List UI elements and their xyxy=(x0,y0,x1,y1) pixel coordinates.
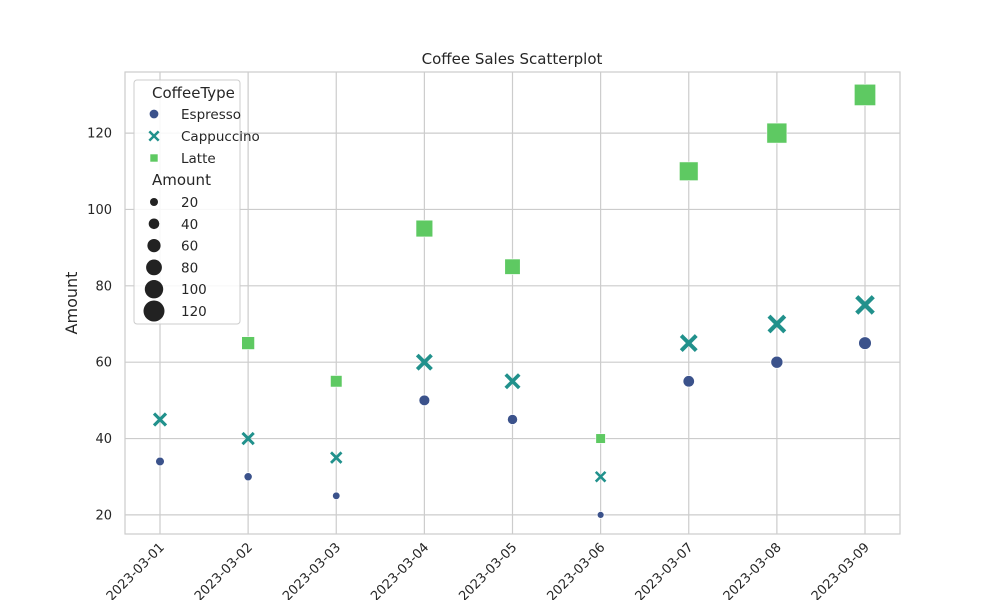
data-point-cappuccino xyxy=(330,451,343,464)
y-tick-labels: 20 40 60 80 100 120 xyxy=(87,127,112,524)
data-point-espresso xyxy=(858,336,872,350)
data-point-cappuccino xyxy=(767,314,787,334)
data-point-cappuccino xyxy=(504,373,521,390)
legend-size-marker xyxy=(150,198,158,206)
data-point-latte xyxy=(330,375,343,388)
y-tick-label: 20 xyxy=(95,508,112,523)
data-point-latte xyxy=(766,122,788,144)
data-point-espresso xyxy=(418,394,431,407)
legend-size-title: Amount xyxy=(152,171,211,189)
y-tick-label: 80 xyxy=(95,279,112,294)
legend-marker-cappuccino xyxy=(148,130,160,142)
legend-size-label: 120 xyxy=(181,304,207,320)
data-point-cappuccino xyxy=(415,353,433,371)
legend-size-label: 100 xyxy=(181,282,207,298)
legend-size-marker xyxy=(144,280,164,299)
x-tick-label: 2023-03-09 xyxy=(809,540,873,600)
data-point-espresso xyxy=(506,413,519,425)
legend-item-latte: Latte xyxy=(181,151,216,167)
x-tick-label: 2023-03-01 xyxy=(104,540,168,600)
x-tick-label: 2023-03-06 xyxy=(544,540,608,600)
legend-size-marker xyxy=(147,239,161,253)
legend-size-label: 60 xyxy=(181,239,198,255)
legend-hue-title: CoffeeType xyxy=(152,84,235,102)
legend-size-label: 40 xyxy=(181,217,198,233)
data-point-cappuccino xyxy=(679,334,698,353)
legend-size-marker xyxy=(146,259,162,276)
legend-size-label: 20 xyxy=(181,195,198,211)
x-tick-label: 2023-03-08 xyxy=(721,540,785,600)
legend-item-espresso: Espresso xyxy=(181,107,241,123)
data-point-cappuccino xyxy=(152,412,168,427)
data-point-latte xyxy=(241,336,255,350)
x-tick-labels: 2023-03-01 2023-03-02 2023-03-03 2023-03-04… xyxy=(104,540,873,600)
legend-item-cappuccino: Cappuccino xyxy=(181,129,260,145)
data-point-espresso xyxy=(243,472,253,482)
data-point-cappuccino xyxy=(241,431,255,446)
x-tick-label: 2023-03-07 xyxy=(633,540,697,600)
data-point-espresso xyxy=(332,491,341,501)
legend-marker-latte xyxy=(149,153,159,163)
y-tick-label: 60 xyxy=(95,356,112,371)
x-tick-label: 2023-03-02 xyxy=(192,540,256,600)
legend-marker-espresso xyxy=(148,108,160,120)
data-point-latte xyxy=(595,433,606,444)
y-axis-label: Amount xyxy=(62,272,81,335)
data-point-latte xyxy=(854,83,876,106)
data-point-latte xyxy=(415,219,434,238)
x-tick-label: 2023-03-03 xyxy=(280,540,344,600)
data-point-espresso xyxy=(155,456,165,467)
chart-title: Coffee Sales Scatterplot xyxy=(422,50,603,68)
legend-size-label: 80 xyxy=(181,260,198,276)
data-point-espresso xyxy=(770,355,784,369)
x-tick-label: 2023-03-05 xyxy=(456,540,520,600)
data-point-cappuccino xyxy=(594,470,607,483)
data-point-latte xyxy=(679,161,699,181)
y-tick-label: 120 xyxy=(87,127,112,142)
y-tick-label: 40 xyxy=(95,432,112,447)
data-point-cappuccino xyxy=(855,295,875,315)
data-points xyxy=(152,83,876,519)
x-tick-label: 2023-03-04 xyxy=(368,540,432,600)
legend: CoffeeType Espresso Cappuccino Latte Amount 2… xyxy=(133,79,260,325)
legend-size-marker xyxy=(148,218,160,230)
data-point-espresso xyxy=(682,375,695,388)
data-point-espresso xyxy=(596,511,605,519)
data-point-latte xyxy=(504,258,521,275)
y-tick-label: 100 xyxy=(87,203,112,218)
legend-size-marker xyxy=(143,300,165,322)
